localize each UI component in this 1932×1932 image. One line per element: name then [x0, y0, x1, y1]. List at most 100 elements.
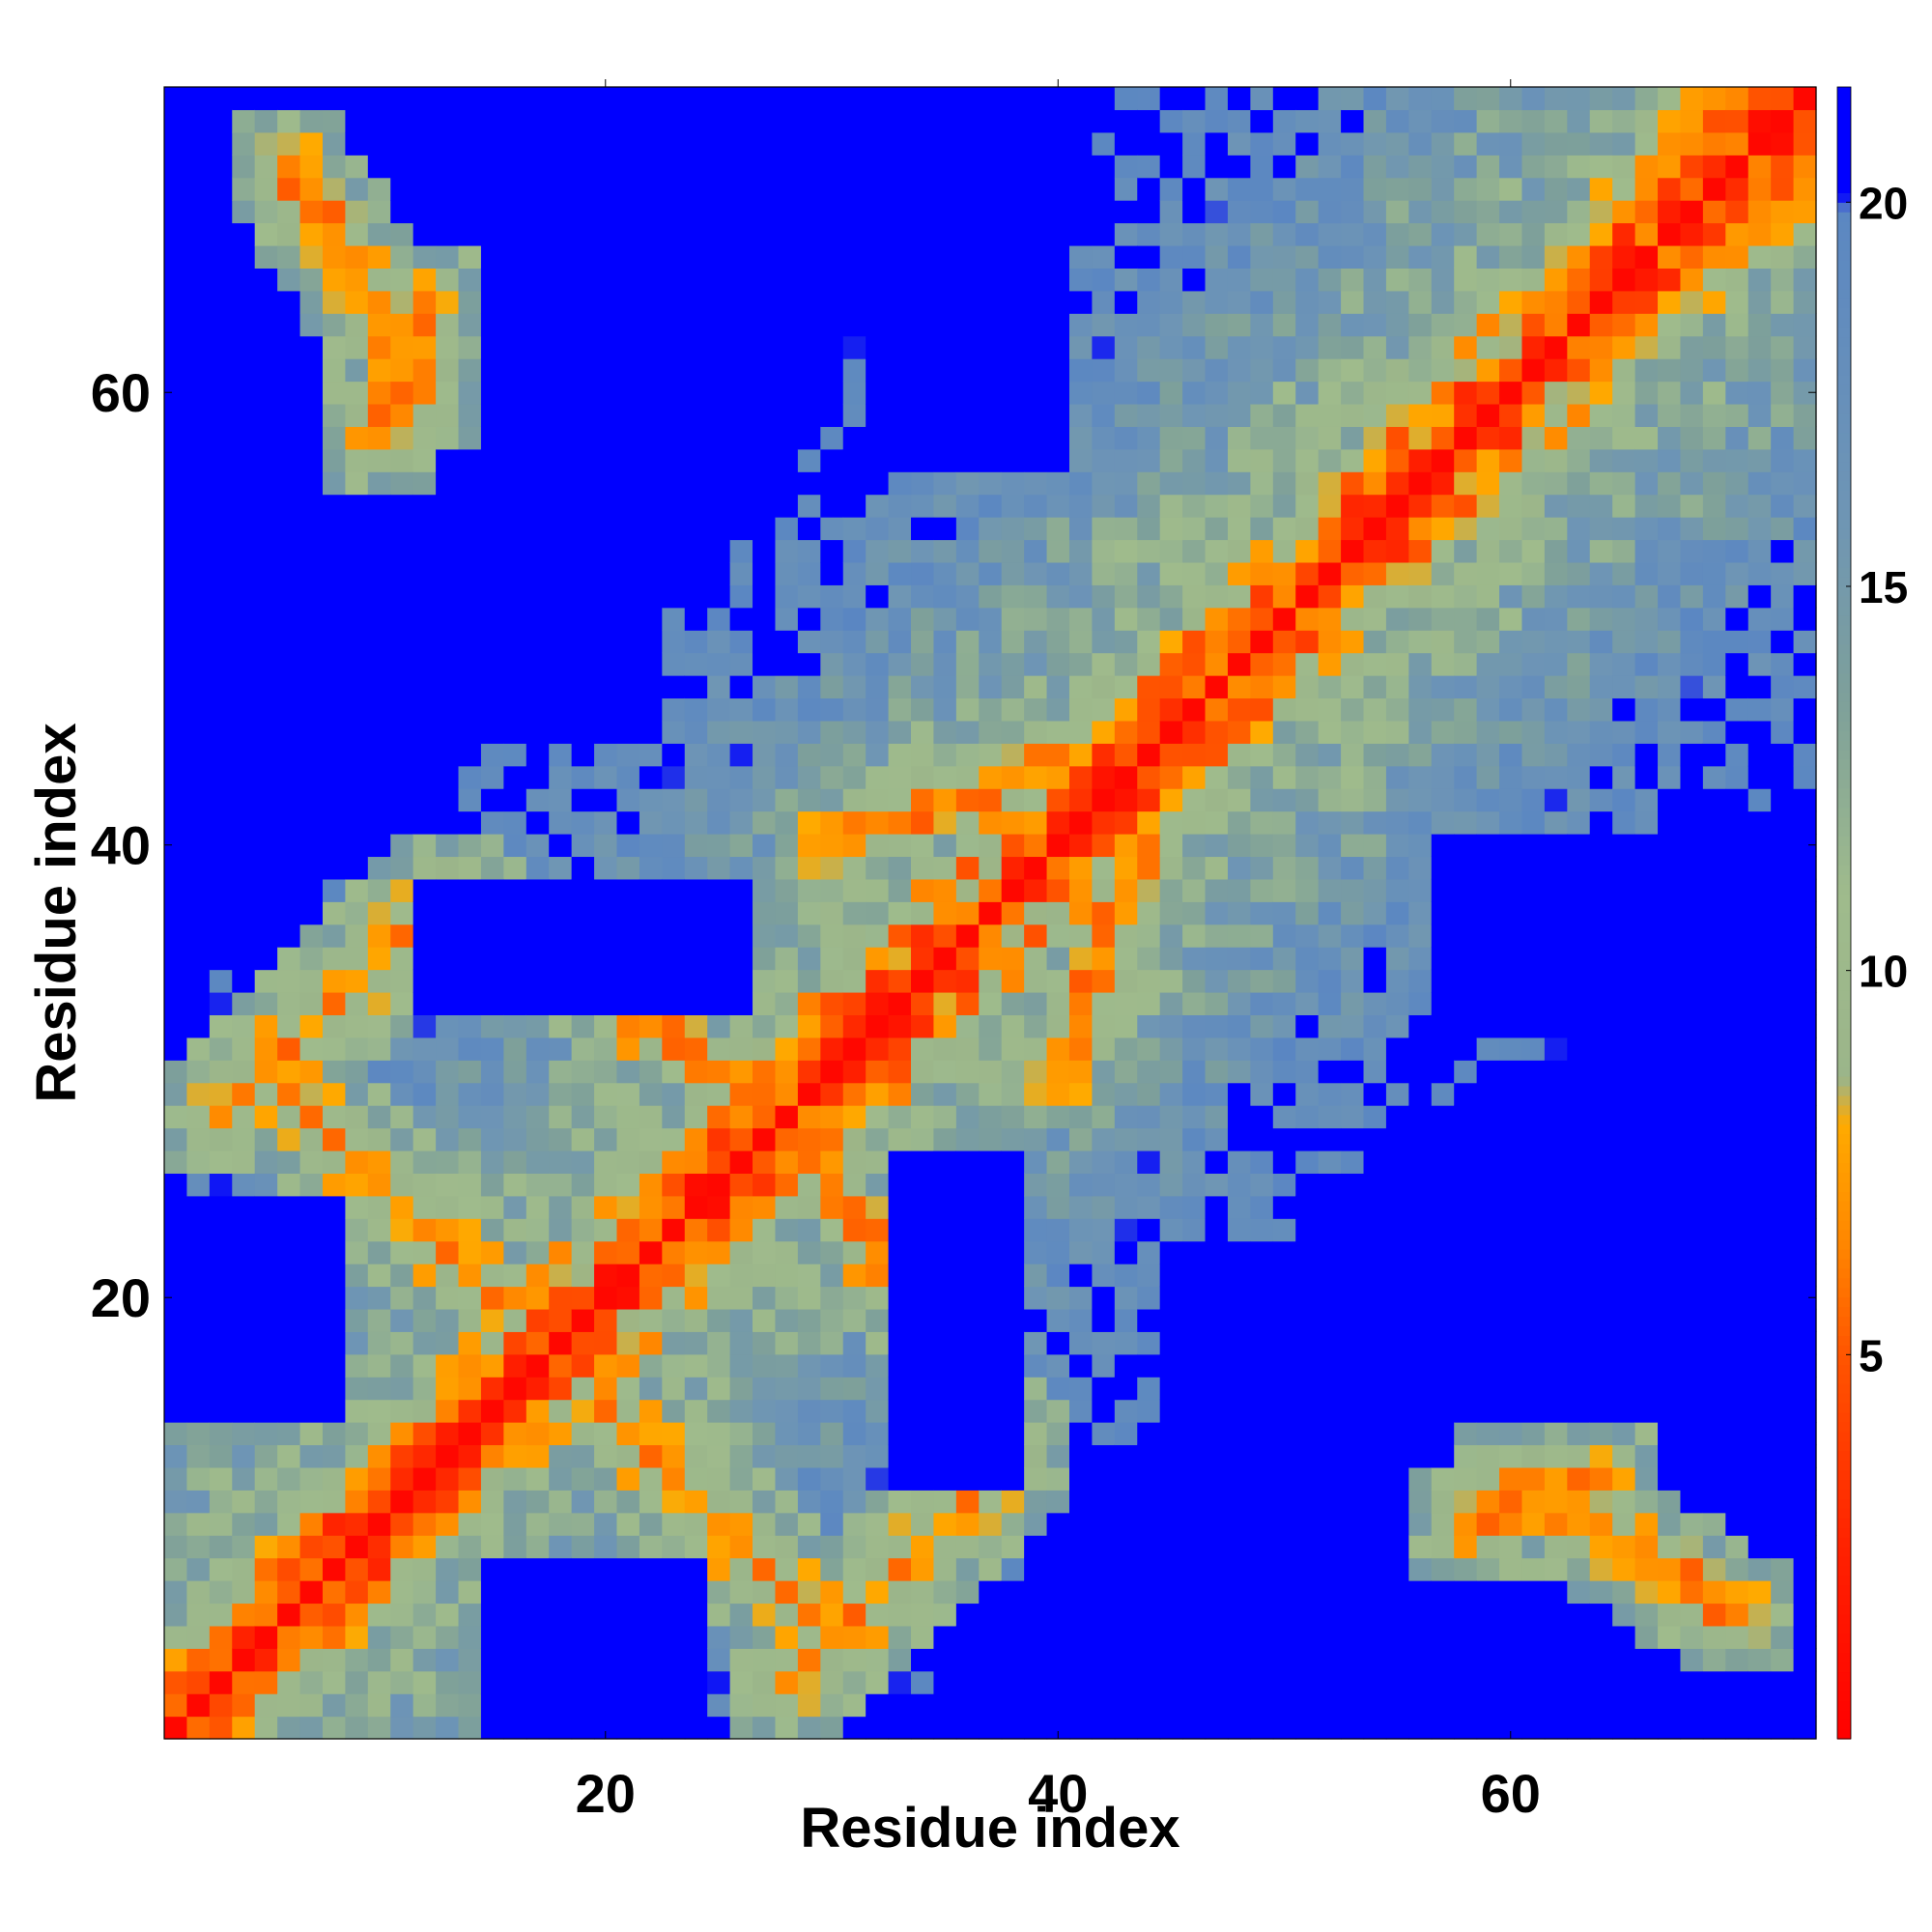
heatmap-cell — [1634, 471, 1659, 496]
heatmap-cell — [955, 222, 980, 246]
heatmap-cell — [1137, 901, 1161, 925]
heatmap-cell — [1114, 1535, 1138, 1559]
heatmap-cell — [866, 607, 890, 631]
heatmap-cell — [820, 1444, 844, 1468]
heatmap-cell — [729, 177, 753, 201]
heatmap-cell — [1341, 200, 1365, 224]
heatmap-cell — [1024, 1716, 1048, 1740]
heatmap-cell — [412, 448, 437, 472]
heatmap-cell — [1702, 1331, 1726, 1355]
heatmap-cell — [186, 1037, 211, 1061]
heatmap-cell — [662, 1286, 686, 1310]
heatmap-cell — [1227, 1693, 1251, 1718]
heatmap-cell — [1092, 1082, 1116, 1106]
heatmap-cell — [322, 969, 346, 993]
heatmap-cell — [254, 131, 278, 156]
heatmap-cell — [933, 1693, 957, 1718]
heatmap-cell — [1408, 222, 1433, 246]
heatmap-cell — [1001, 1444, 1025, 1468]
heatmap-cell — [1499, 358, 1523, 383]
heatmap-cell — [1046, 675, 1070, 699]
heatmap-cell — [820, 1308, 844, 1332]
heatmap-cell — [480, 1422, 504, 1446]
heatmap-cell — [1205, 335, 1229, 359]
heatmap-cell — [526, 1286, 550, 1310]
heatmap-cell — [232, 584, 256, 609]
heatmap-cell — [1680, 1535, 1704, 1559]
heatmap-cell — [1295, 743, 1320, 767]
heatmap-cell — [1046, 652, 1070, 676]
heatmap-cell — [1454, 788, 1478, 812]
heatmap-cell — [209, 244, 233, 269]
heatmap-cell — [186, 517, 211, 541]
heatmap-cell — [1544, 290, 1568, 314]
heatmap-cell — [1363, 969, 1387, 993]
heatmap-cell — [1318, 1693, 1342, 1718]
heatmap-cell — [1658, 697, 1682, 722]
heatmap-cell — [458, 1173, 482, 1197]
heatmap-cell — [1114, 335, 1138, 359]
heatmap-cell — [1499, 1603, 1523, 1627]
heatmap-cell — [1658, 1353, 1682, 1378]
heatmap-cell — [503, 1353, 527, 1378]
heatmap-cell — [594, 517, 618, 541]
heatmap-cell — [1408, 1286, 1433, 1310]
heatmap-cell — [979, 1512, 1003, 1536]
heatmap-cell — [299, 109, 324, 133]
heatmap-cell — [390, 1603, 414, 1627]
heatmap-cell — [753, 1240, 777, 1264]
heatmap-cell — [1341, 335, 1365, 359]
heatmap-cell — [842, 1060, 867, 1084]
heatmap-cell — [866, 403, 890, 427]
heatmap-cell — [480, 244, 504, 269]
heatmap-cell — [480, 1399, 504, 1423]
heatmap-cell — [911, 1308, 935, 1332]
heatmap-cell — [345, 947, 369, 971]
heatmap-cell — [1431, 471, 1455, 496]
heatmap-cell — [277, 765, 301, 789]
heatmap-cell — [186, 1218, 211, 1242]
heatmap-cell — [933, 1490, 957, 1514]
heatmap-cell — [684, 1218, 708, 1242]
heatmap-cell — [1295, 1014, 1320, 1038]
heatmap-cell — [866, 1127, 890, 1151]
heatmap-cell — [933, 222, 957, 246]
heatmap-cell — [797, 1286, 821, 1310]
heatmap-cell — [979, 358, 1003, 383]
heatmap-cell — [1544, 155, 1568, 179]
heatmap-cell — [1612, 1286, 1636, 1310]
heatmap-cell — [1159, 1512, 1183, 1536]
heatmap-cell — [1521, 720, 1546, 744]
heatmap-cell — [955, 1173, 980, 1197]
heatmap-cell — [1567, 1580, 1591, 1605]
heatmap-cell — [684, 290, 708, 314]
heatmap-cell — [639, 1466, 663, 1491]
heatmap-cell — [480, 1693, 504, 1718]
heatmap-cell — [1137, 1377, 1161, 1401]
heatmap-cell — [662, 1060, 686, 1084]
heatmap-cell — [888, 1603, 912, 1627]
heatmap-cell — [1658, 1603, 1682, 1627]
heatmap-cell — [412, 1693, 437, 1718]
heatmap-cell — [1702, 1150, 1726, 1174]
heatmap-cell — [1046, 471, 1070, 496]
heatmap-cell — [753, 675, 777, 699]
heatmap-cell — [1137, 1422, 1161, 1446]
heatmap-cell — [842, 244, 867, 269]
heatmap-cell — [299, 1693, 324, 1718]
heatmap-cell — [911, 1060, 935, 1084]
heatmap-cell — [1499, 1037, 1523, 1061]
heatmap-cell — [1341, 448, 1365, 472]
heatmap-cell — [979, 222, 1003, 246]
heatmap-cell — [277, 697, 301, 722]
heatmap-cell — [1318, 1625, 1342, 1649]
heatmap-cell — [1182, 1557, 1207, 1581]
heatmap-cell — [797, 335, 821, 359]
heatmap-cell — [1024, 471, 1048, 496]
heatmap-cell — [367, 131, 391, 156]
heatmap-cell — [322, 1353, 346, 1378]
heatmap-cell — [1227, 1173, 1251, 1197]
heatmap-cell — [888, 901, 912, 925]
heatmap-cell — [186, 244, 211, 269]
heatmap-cell — [753, 1014, 777, 1038]
